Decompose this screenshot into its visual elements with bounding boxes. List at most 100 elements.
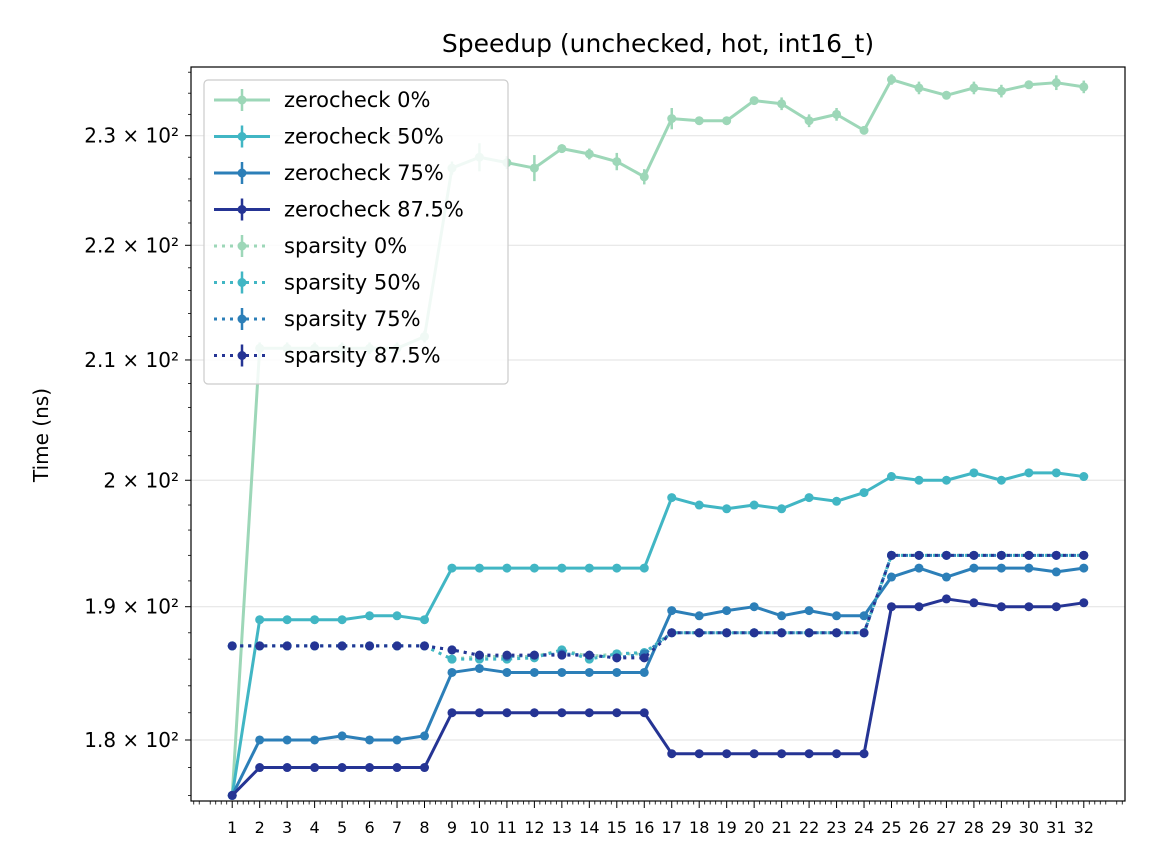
data-point [749, 96, 759, 106]
data-point [639, 667, 649, 677]
data-point [392, 735, 402, 745]
x-tick-label: 15 [607, 818, 627, 837]
data-point [941, 475, 951, 485]
data-point [365, 735, 375, 745]
legend-entry-label: zerocheck 50% [284, 125, 444, 149]
x-tick-label: 4 [310, 818, 320, 837]
data-point [310, 641, 320, 651]
data-point [749, 500, 759, 510]
data-point [365, 763, 375, 773]
data-point [722, 628, 732, 638]
legend-entry-label: zerocheck 0% [284, 88, 430, 112]
data-point [832, 611, 842, 621]
data-point [996, 550, 1006, 560]
data-point [859, 488, 869, 498]
data-point [282, 615, 292, 625]
data-point [529, 708, 539, 718]
x-tick-label: 2 [255, 818, 265, 837]
data-point [639, 172, 649, 182]
data-point [502, 708, 512, 718]
data-point [749, 628, 759, 638]
data-point [447, 654, 457, 664]
x-tick-label: 11 [497, 818, 517, 837]
data-point [914, 550, 924, 560]
legend-swatch-marker [237, 95, 247, 105]
legend-swatch-marker [237, 278, 247, 287]
legend-swatch-marker [237, 241, 247, 251]
legend-entry-label: zerocheck 87.5% [284, 198, 464, 222]
data-point [859, 628, 869, 638]
data-point [996, 475, 1006, 485]
data-point [1024, 550, 1034, 560]
series-zerocheck-75- [227, 563, 1089, 800]
legend-entry-label: sparsity 50% [284, 271, 421, 295]
data-point [310, 735, 320, 745]
data-point [255, 763, 265, 773]
x-tick-label: 26 [909, 818, 929, 837]
data-point [777, 749, 787, 759]
data-point [1079, 550, 1089, 560]
chart-title: Speedup (unchecked, hot, int16_t) [442, 29, 874, 58]
data-point [941, 90, 951, 100]
x-tick-label: 29 [991, 818, 1011, 837]
data-point [969, 550, 979, 560]
x-tick-label: 9 [447, 818, 457, 837]
x-tick-label: 32 [1074, 818, 1094, 837]
legend-entry-label: sparsity 87.5% [284, 344, 441, 368]
data-point [502, 667, 512, 677]
data-point [584, 563, 594, 573]
data-point [722, 606, 732, 616]
legend-box [203, 79, 509, 385]
data-point [1051, 550, 1061, 560]
data-point [996, 86, 1006, 96]
x-tick-label: 17 [662, 818, 682, 837]
data-point [447, 708, 457, 718]
legend-entry-label: zerocheck 75% [284, 161, 444, 185]
data-point [255, 615, 265, 625]
series-sparsity-87-5- [227, 550, 1089, 663]
data-point [557, 708, 567, 718]
data-point [969, 468, 979, 478]
y-tick-label: 2.2 × 10² [84, 233, 179, 257]
data-point [584, 708, 594, 718]
data-point [941, 550, 951, 560]
data-point [969, 563, 979, 573]
legend-swatch-marker [237, 132, 247, 141]
x-tick-label: 18 [689, 818, 709, 837]
data-point [639, 563, 649, 573]
data-point [749, 602, 759, 612]
data-point [310, 763, 320, 773]
data-point [914, 83, 924, 93]
data-point [914, 475, 924, 485]
data-point [1024, 468, 1034, 478]
data-point [474, 708, 484, 718]
data-point [804, 116, 814, 126]
data-point [392, 763, 402, 773]
x-tick-label: 3 [282, 818, 292, 837]
data-point [584, 149, 594, 159]
data-point [502, 563, 512, 573]
data-point [887, 572, 896, 582]
data-point [310, 615, 320, 625]
y-tick-label: 1.8 × 10² [84, 728, 179, 752]
data-point [474, 650, 484, 660]
x-tick-label: 12 [524, 818, 544, 837]
data-point [996, 563, 1006, 573]
data-point [859, 749, 869, 759]
data-point [694, 749, 704, 759]
data-point [941, 572, 951, 582]
data-point [612, 667, 622, 677]
data-point [996, 602, 1006, 612]
series-zerocheck-50- [227, 468, 1089, 800]
data-point [420, 641, 429, 651]
x-tick-label: 21 [771, 818, 791, 837]
x-tick-label: 13 [552, 818, 572, 837]
data-point [612, 708, 622, 718]
data-point [392, 641, 402, 651]
data-point [1051, 567, 1061, 577]
legend-entry-label: sparsity 0% [284, 234, 407, 258]
data-point [722, 749, 732, 759]
data-point [639, 708, 649, 718]
data-point [969, 83, 979, 93]
x-tick-label: 6 [364, 818, 374, 837]
